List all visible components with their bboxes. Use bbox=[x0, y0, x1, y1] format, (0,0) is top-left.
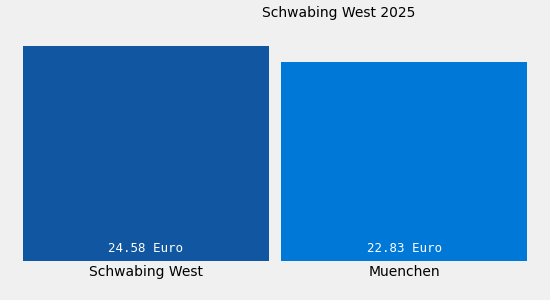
Text: 22.83 Euro: 22.83 Euro bbox=[367, 242, 442, 255]
Bar bbox=[282, 62, 527, 261]
Title: Schwabing West 2025: Schwabing West 2025 bbox=[262, 6, 415, 20]
Text: 24.58 Euro: 24.58 Euro bbox=[108, 242, 183, 255]
Bar bbox=[23, 46, 268, 261]
